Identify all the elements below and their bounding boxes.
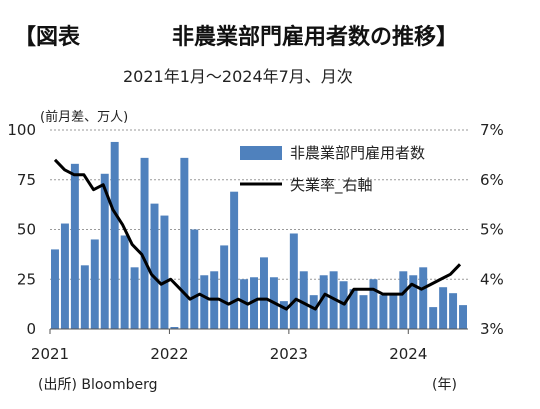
x-tick-label: 2022 bbox=[150, 345, 188, 363]
y-right-tick-label: 7% bbox=[480, 121, 504, 139]
bar bbox=[299, 271, 308, 329]
bar bbox=[439, 287, 448, 329]
bar bbox=[60, 223, 69, 329]
bar bbox=[349, 289, 358, 329]
bar bbox=[90, 239, 99, 329]
bar bbox=[140, 157, 149, 329]
bar bbox=[279, 301, 288, 329]
source-note: (出所) Bloomberg bbox=[38, 377, 158, 393]
bar bbox=[200, 275, 209, 329]
bar bbox=[459, 305, 467, 329]
chart-title-right: 非農業部門雇用者数の推移】 bbox=[172, 24, 458, 50]
bar bbox=[190, 229, 199, 329]
y-left-ticks: 0 25 50 75 100 bbox=[7, 121, 36, 338]
bar bbox=[240, 279, 249, 329]
gridlines bbox=[50, 129, 468, 280]
bar bbox=[180, 157, 189, 329]
bar bbox=[120, 235, 129, 329]
legend-line-label: 失業率_右軸 bbox=[290, 176, 373, 195]
bar bbox=[449, 293, 458, 329]
bar bbox=[359, 295, 368, 329]
y-left-tick-label: 25 bbox=[17, 270, 36, 288]
bar bbox=[419, 267, 428, 329]
bar bbox=[220, 245, 229, 329]
bar bbox=[160, 215, 169, 329]
bar bbox=[70, 163, 79, 329]
bar bbox=[369, 279, 378, 329]
y-right-tick-label: 4% bbox=[480, 270, 504, 288]
y-right-tick-label: 3% bbox=[480, 320, 504, 338]
bar bbox=[250, 277, 258, 329]
y-right-tick-label: 5% bbox=[480, 221, 504, 239]
bar bbox=[150, 203, 159, 329]
y-right-tick-label: 6% bbox=[480, 171, 504, 189]
bar bbox=[429, 307, 438, 329]
bar bbox=[319, 275, 328, 329]
bar bbox=[100, 173, 109, 329]
legend-bar-label: 非農業部門雇用者数 bbox=[290, 144, 425, 162]
bar bbox=[230, 191, 239, 329]
bar bbox=[260, 257, 268, 329]
unemployment-line bbox=[53, 158, 462, 311]
y-left-tick-label: 50 bbox=[17, 221, 36, 239]
bar bbox=[110, 141, 119, 329]
x-tick-label: 2023 bbox=[270, 345, 308, 363]
bar bbox=[309, 295, 318, 329]
x-ticks: 2021 2022 2023 2024 bbox=[31, 329, 427, 363]
legend-bar-swatch bbox=[240, 146, 282, 160]
bar-series bbox=[51, 141, 467, 329]
y-right-ticks: 3% 4% 5% 6% 7% bbox=[480, 121, 504, 338]
bar bbox=[51, 249, 59, 329]
line-series bbox=[53, 158, 462, 311]
legend: 非農業部門雇用者数 失業率_右軸 bbox=[240, 144, 425, 195]
y-left-tick-label: 100 bbox=[7, 121, 36, 139]
x-tick-label: 2024 bbox=[389, 345, 427, 363]
chart-subtitle: 2021年1月～2024年7月、月次 bbox=[123, 67, 353, 86]
bar bbox=[289, 233, 298, 329]
bar bbox=[399, 271, 408, 329]
bar bbox=[170, 327, 179, 329]
bar bbox=[389, 293, 398, 329]
bar bbox=[409, 275, 418, 329]
x-unit: (年) bbox=[432, 377, 457, 393]
x-tick-label: 2021 bbox=[31, 345, 69, 363]
y-left-tick-label: 75 bbox=[17, 171, 36, 189]
bar bbox=[80, 265, 89, 329]
bar bbox=[130, 267, 139, 329]
y-left-tick-label: 0 bbox=[26, 320, 36, 338]
chart-title-left: 【図表 bbox=[14, 25, 81, 50]
bar bbox=[379, 295, 388, 329]
y-left-unit: (前月差、万人) bbox=[40, 109, 128, 125]
